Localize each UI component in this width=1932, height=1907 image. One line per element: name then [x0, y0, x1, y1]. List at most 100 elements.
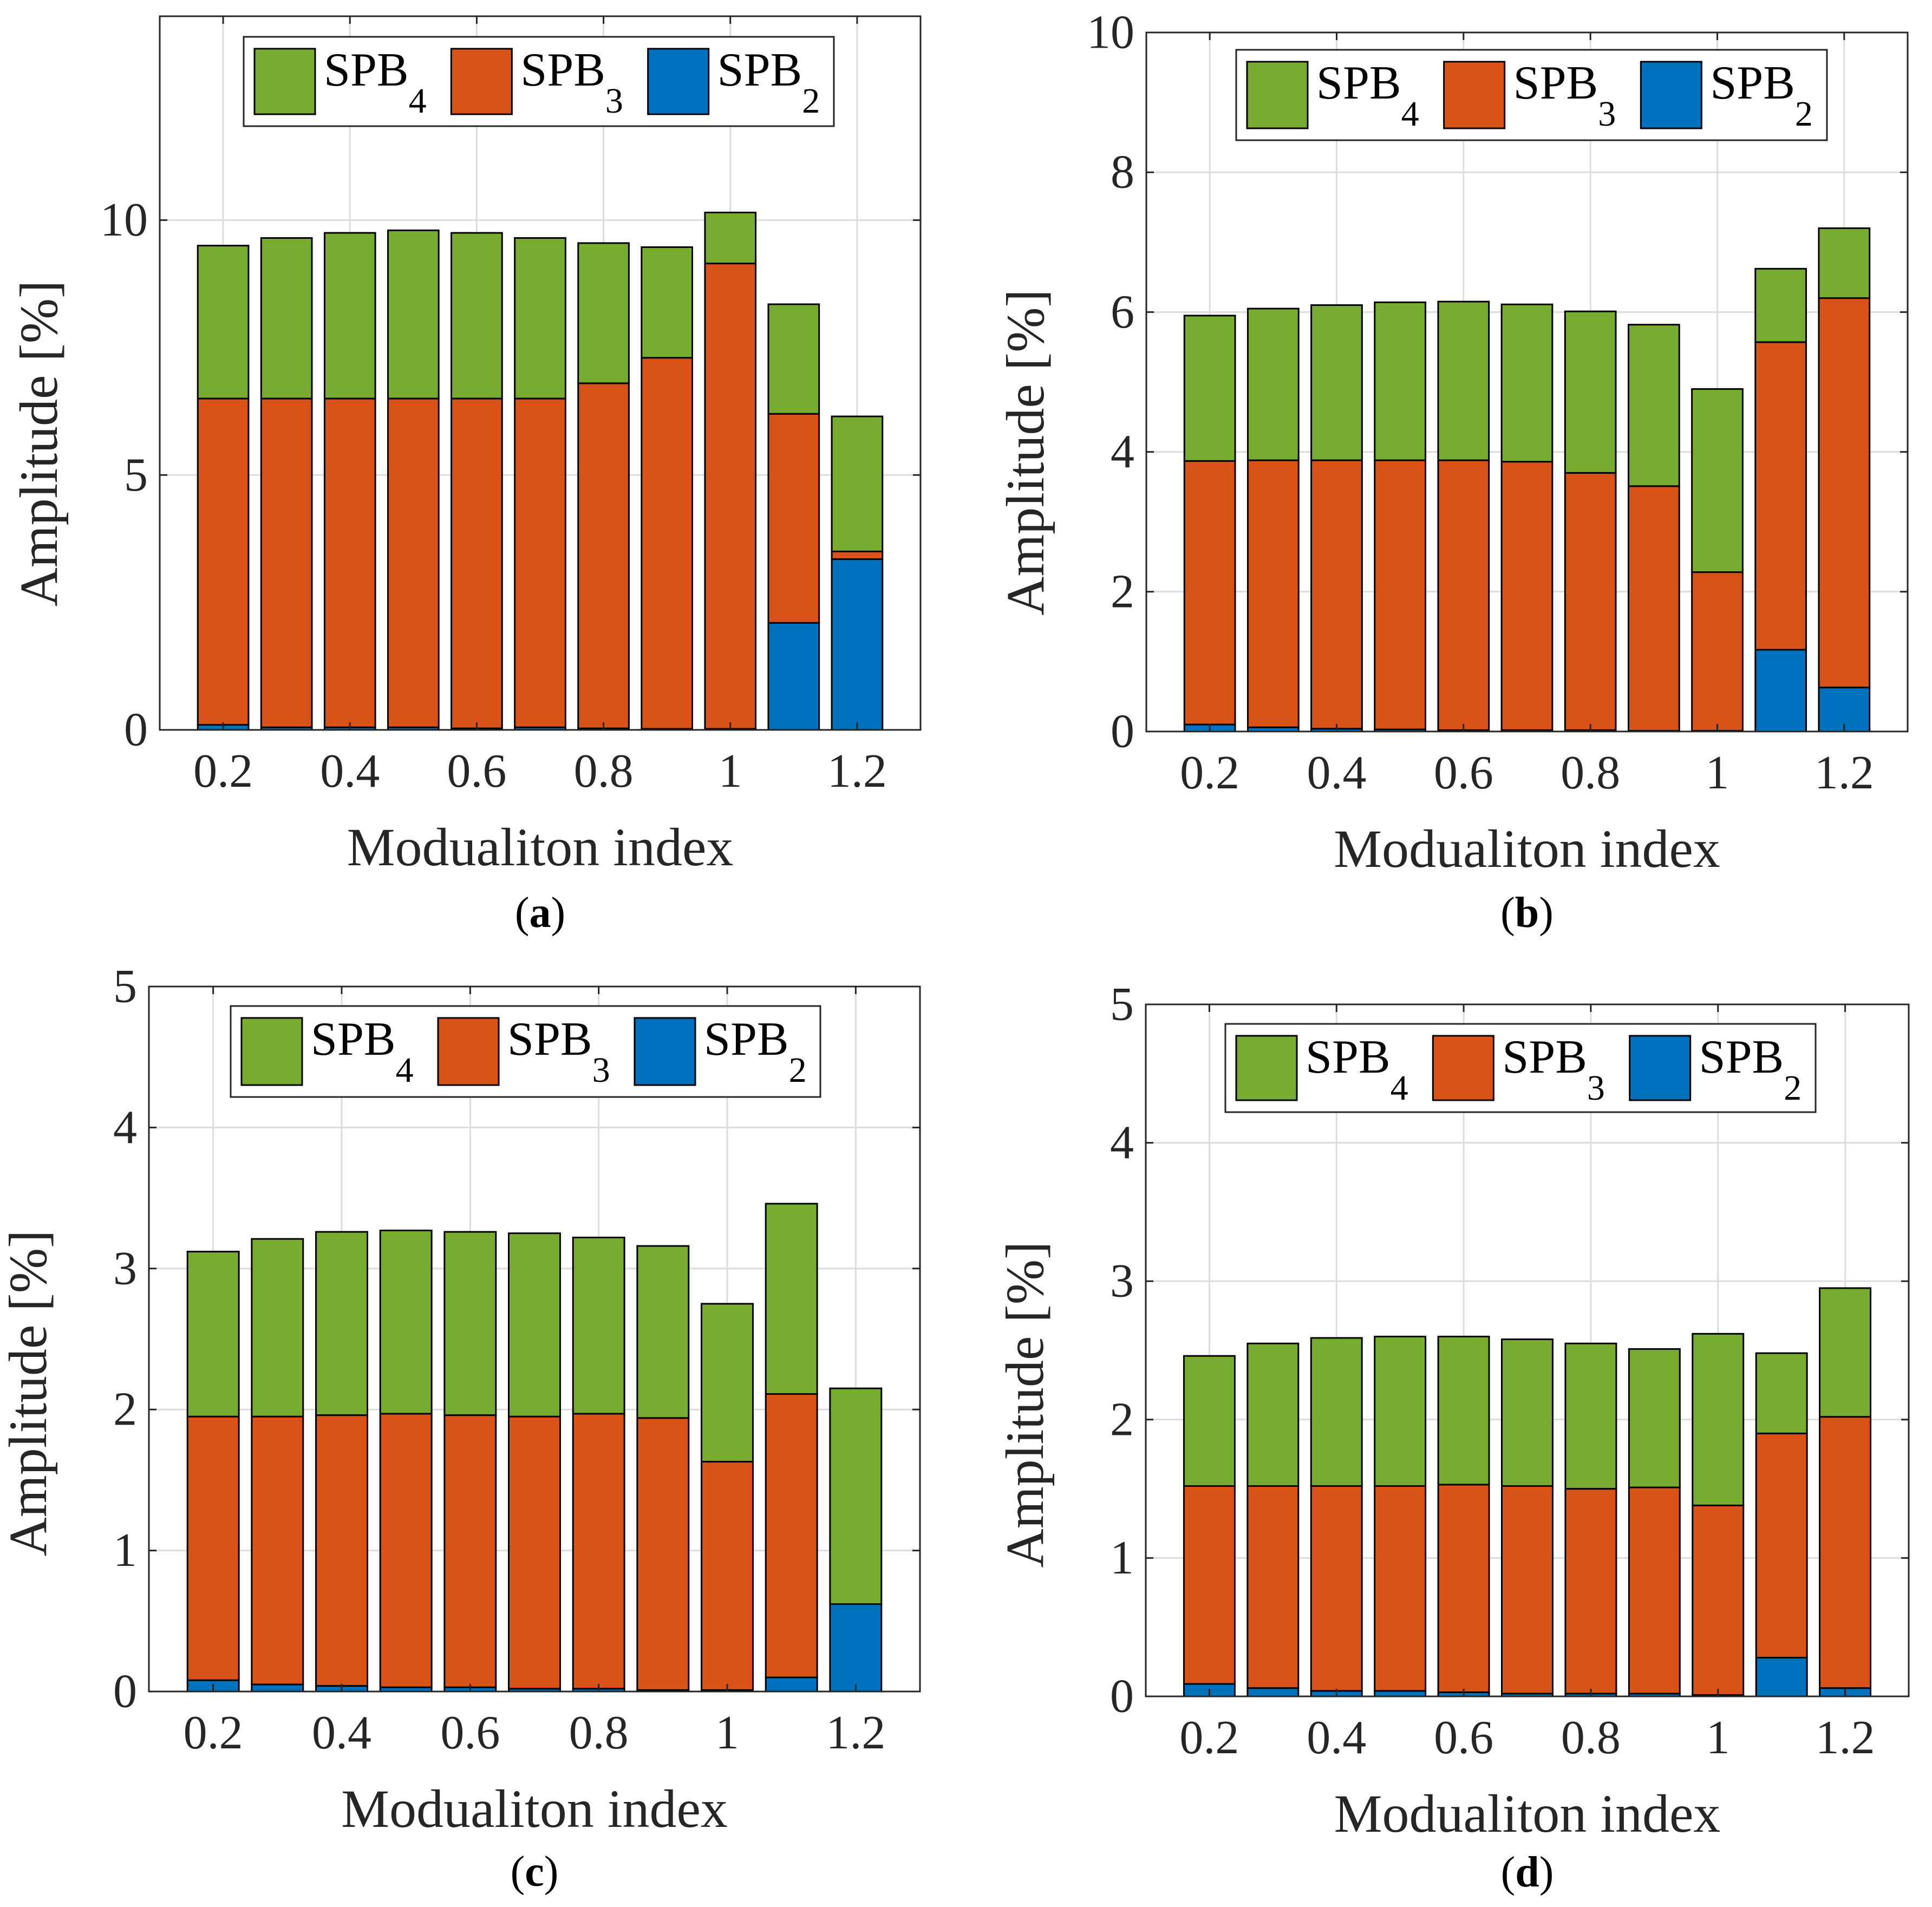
legend-entry-subscript: 3 — [1587, 1068, 1605, 1108]
bar-spb4-8 — [704, 211, 757, 265]
legend-swatch-spb3 — [450, 48, 513, 115]
legend-entry-subscript: 2 — [1784, 1068, 1802, 1108]
legend-swatch-spb3 — [1432, 1035, 1494, 1101]
legend-entry-main: SPB — [1502, 1031, 1587, 1083]
bar-spb4-7 — [636, 1245, 690, 1419]
bar-spb4-1 — [1246, 1342, 1300, 1487]
caption-letter: b — [1515, 889, 1539, 937]
legend-entry-spb4: SPB4 — [1316, 57, 1419, 134]
bar-spb3-6 — [1564, 472, 1617, 731]
bar-spb4-4 — [443, 1231, 497, 1416]
caption-letter: a — [530, 889, 551, 937]
legend-entry-spb2: SPB2 — [704, 1013, 807, 1090]
bar-spb4-5 — [508, 1232, 561, 1418]
bar-spb4-8 — [1692, 1333, 1745, 1506]
bar-spb4-8 — [701, 1303, 754, 1463]
bar-spb4-10 — [1819, 1287, 1872, 1418]
bar-spb4-6 — [1564, 1342, 1617, 1490]
x-tick-label: 0.8 — [569, 1707, 629, 1759]
bar-spb2-9 — [767, 622, 820, 731]
panel-caption: (b) — [1500, 889, 1554, 937]
x-tick-label: 0.6 — [1434, 747, 1493, 799]
legend-entry-subscript: 3 — [605, 81, 623, 121]
bar-spb4-2 — [1310, 304, 1363, 461]
bar-spb2-9 — [1754, 649, 1807, 733]
panel-caption: (a) — [515, 889, 565, 937]
x-tick-label: 1 — [1706, 747, 1729, 799]
legend-swatch-spb2 — [647, 48, 710, 115]
bar-spb4-4 — [1437, 301, 1490, 461]
y-tick-label: 4 — [113, 1101, 137, 1154]
bar-spb3-0 — [1183, 1485, 1236, 1685]
y-tick-label: 5 — [113, 961, 137, 1013]
caption-open-paren: ( — [511, 1848, 525, 1896]
bar-spb3-6 — [572, 1413, 625, 1690]
bar-spb3-9 — [765, 1393, 818, 1679]
bar-spb3-0 — [197, 397, 250, 726]
bar-spb4-2 — [1310, 1337, 1363, 1487]
axes-box — [148, 985, 921, 1693]
bar-spb4-5 — [514, 237, 566, 400]
legend-entry-subscript: 2 — [789, 1050, 807, 1090]
y-axis-label: Amplitude [%] — [995, 1242, 1055, 1568]
bar-spb3-2 — [323, 397, 376, 728]
legend-entry-subscript: 3 — [592, 1050, 610, 1090]
legend-entry-main: SPB — [311, 1013, 396, 1066]
legend-entry-main: SPB — [324, 44, 409, 96]
legend-entry-subscript: 4 — [396, 1050, 414, 1090]
bar-spb4-8 — [1691, 388, 1744, 573]
x-tick-label: 1.2 — [1814, 747, 1874, 799]
panel-caption: (c) — [511, 1848, 559, 1896]
x-tick-label: 0.2 — [1180, 747, 1239, 799]
y-axis-label: Amplitude [%] — [9, 280, 69, 607]
bar-spb3-8 — [704, 263, 757, 730]
axes-box — [159, 15, 922, 731]
y-tick-label: 0 — [1110, 1670, 1134, 1723]
bar-spb4-2 — [315, 1231, 368, 1416]
bar-spb4-3 — [1374, 301, 1427, 461]
legend-entry-main: SPB — [507, 1013, 592, 1066]
legend-entry-main: SPB — [1306, 1031, 1391, 1083]
bar-spb3-3 — [1374, 1485, 1427, 1692]
bar-spb3-10 — [1819, 1416, 1872, 1689]
bar-spb2-1 — [251, 1683, 304, 1693]
bar-spb3-9 — [1754, 341, 1807, 651]
x-tick-label: 1 — [1706, 1712, 1730, 1764]
bar-spb3-7 — [1627, 485, 1680, 732]
caption-letter: c — [525, 1848, 544, 1896]
bar-spb3-8 — [1692, 1504, 1745, 1696]
bar-spb3-0 — [1183, 460, 1236, 726]
bar-spb4-9 — [767, 303, 820, 415]
legend-entry-main: SPB — [520, 44, 605, 96]
panel-d: 0 1 2 3 4 5 0.2 0.4 0.6 0.8 1 1.2 Modualiton index Am… — [995, 978, 1910, 1896]
legend-swatch-spb4 — [1246, 61, 1309, 129]
y-tick-label: 0 — [113, 1666, 137, 1718]
legend-swatch-spb3 — [437, 1017, 500, 1086]
caption-open-paren: ( — [515, 889, 530, 937]
bar-spb4-3 — [379, 1229, 433, 1415]
bar-spb4-9 — [1755, 1352, 1808, 1434]
bar-spb2-10 — [831, 558, 884, 731]
axes-box — [1145, 31, 1909, 733]
legend-entry-subscript: 4 — [1391, 1068, 1408, 1108]
bar-spb4-0 — [1183, 315, 1236, 462]
legend-swatch-spb4 — [253, 48, 316, 115]
bar-spb4-5 — [1500, 303, 1554, 463]
bar-spb4-10 — [831, 415, 884, 552]
legend-entry-subscript: 4 — [1401, 94, 1419, 134]
bar-spb3-5 — [514, 397, 566, 728]
legend-entry-main: SPB — [1316, 57, 1401, 109]
legend-entry-subscript: 3 — [1598, 94, 1616, 134]
y-tick-label: 3 — [1110, 1255, 1134, 1308]
x-tick-label: 1 — [715, 1707, 739, 1759]
legend-entry-spb3: SPB3 — [1513, 57, 1616, 134]
legend-swatch-spb4 — [1235, 1035, 1298, 1101]
legend-entry-spb4: SPB4 — [311, 1013, 414, 1090]
x-tick-label: 1.2 — [827, 745, 887, 798]
bar-spb3-5 — [508, 1415, 561, 1690]
y-tick-label: 0 — [124, 704, 148, 756]
bar-spb4-5 — [1501, 1338, 1554, 1487]
